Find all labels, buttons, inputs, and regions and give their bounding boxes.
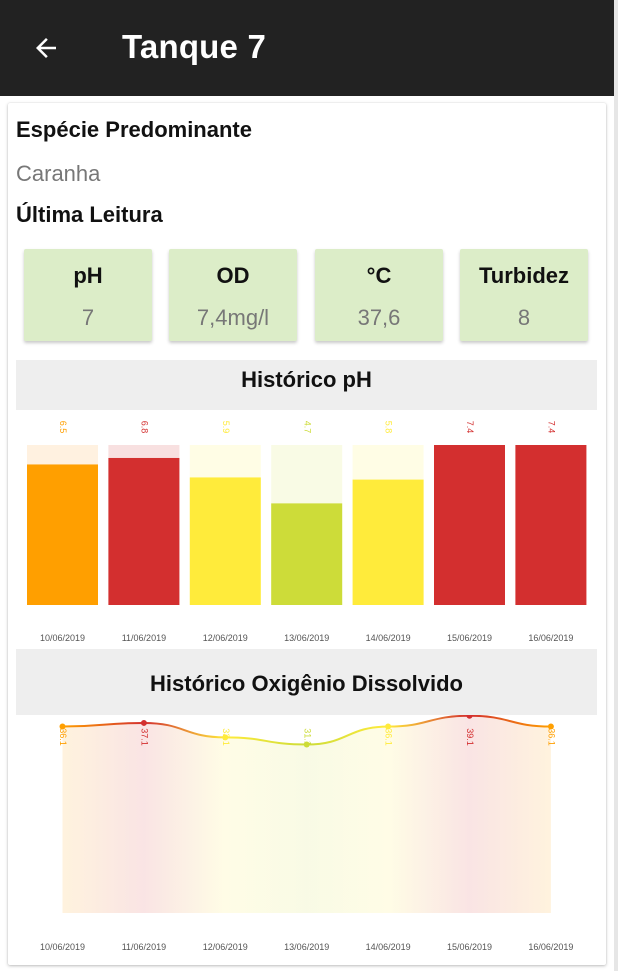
back-button[interactable] bbox=[28, 30, 64, 66]
species-value: Caranha bbox=[16, 161, 101, 186]
reading-tile-od[interactable]: OD 7,4mg/l bbox=[169, 249, 297, 341]
data-label: 6.8 bbox=[140, 421, 150, 434]
data-label: 36.1 bbox=[547, 728, 557, 746]
data-point bbox=[303, 741, 310, 748]
reading-label: pH bbox=[73, 263, 103, 288]
x-tick-label: 13/06/2019 bbox=[284, 633, 329, 643]
scroll-edge bbox=[614, 0, 618, 971]
ph-history-chart: 6.5 10/06/2019 6.8 11/06/2019 5.9 12/06/2019 4… bbox=[27, 421, 587, 643]
x-tick-label: 14/06/2019 bbox=[366, 942, 411, 952]
bar bbox=[108, 457, 180, 605]
reading-value: 7,4mg/l bbox=[196, 305, 270, 330]
arrow-left-icon bbox=[36, 38, 56, 58]
reading-tile-ph[interactable]: pH 7 bbox=[24, 249, 152, 341]
x-tick-label: 12/06/2019 bbox=[203, 633, 248, 643]
series-area bbox=[62, 715, 551, 913]
bar bbox=[515, 445, 587, 605]
data-point bbox=[385, 723, 392, 730]
reading-label: OD bbox=[216, 263, 250, 288]
data-label: 7.4 bbox=[465, 421, 475, 434]
od-chart-title: Histórico Oxigênio Dissolvido bbox=[16, 649, 597, 715]
data-label: 36.1 bbox=[58, 728, 68, 746]
data-point bbox=[222, 734, 229, 741]
bar bbox=[189, 477, 261, 605]
page-title: Tanque 7 bbox=[122, 28, 267, 65]
x-tick-label: 11/06/2019 bbox=[122, 942, 166, 952]
x-tick-label: 15/06/2019 bbox=[447, 633, 492, 643]
bar bbox=[352, 479, 424, 605]
data-point bbox=[466, 715, 473, 719]
bar bbox=[271, 503, 343, 605]
bar bbox=[27, 464, 98, 605]
app-bar: Tanque 7 bbox=[0, 0, 614, 96]
reading-tile-temperature[interactable]: °C 37,6 bbox=[315, 249, 443, 341]
last-reading-heading: Última Leitura bbox=[16, 202, 163, 227]
reading-value: 8 bbox=[517, 305, 531, 330]
tank-card: Espécie Predominante Caranha Última Leit… bbox=[8, 103, 606, 965]
x-tick-label: 15/06/2019 bbox=[447, 942, 492, 952]
reading-tile-turbidity[interactable]: Turbidez 8 bbox=[460, 249, 588, 341]
data-label: 5.9 bbox=[221, 421, 231, 434]
data-point bbox=[59, 723, 66, 730]
reading-value: 37,6 bbox=[357, 305, 401, 330]
data-label: 7.4 bbox=[547, 421, 557, 434]
data-label: 4.7 bbox=[302, 421, 312, 434]
data-point bbox=[140, 719, 147, 726]
data-label: 33.1 bbox=[221, 728, 231, 746]
reading-value: 7 bbox=[81, 305, 95, 330]
reading-label: °C bbox=[366, 263, 392, 288]
x-tick-label: 11/06/2019 bbox=[122, 633, 166, 643]
data-label: 31.1 bbox=[302, 728, 312, 746]
data-point bbox=[547, 723, 554, 730]
data-label: 39.1 bbox=[465, 728, 475, 746]
data-label: 36.1 bbox=[384, 728, 394, 746]
data-label: 37.1 bbox=[140, 728, 150, 746]
x-tick-label: 13/06/2019 bbox=[284, 942, 329, 952]
ph-chart-title: Histórico pH bbox=[16, 360, 597, 410]
bar bbox=[434, 445, 505, 605]
reading-label: Turbidez bbox=[478, 263, 570, 288]
x-tick-label: 14/06/2019 bbox=[366, 633, 411, 643]
od-history-chart: 36.1 10/06/2019 37.1 11/06/2019 33.1 12/06/20… bbox=[40, 715, 573, 952]
x-tick-label: 10/06/2019 bbox=[40, 942, 85, 952]
x-tick-label: 12/06/2019 bbox=[203, 942, 248, 952]
species-heading: Espécie Predominante bbox=[16, 117, 252, 142]
x-tick-label: 16/06/2019 bbox=[528, 633, 573, 643]
x-tick-label: 16/06/2019 bbox=[528, 942, 573, 952]
data-label: 6.5 bbox=[58, 421, 68, 434]
x-tick-label: 10/06/2019 bbox=[40, 633, 85, 643]
data-label: 5.8 bbox=[384, 421, 394, 434]
